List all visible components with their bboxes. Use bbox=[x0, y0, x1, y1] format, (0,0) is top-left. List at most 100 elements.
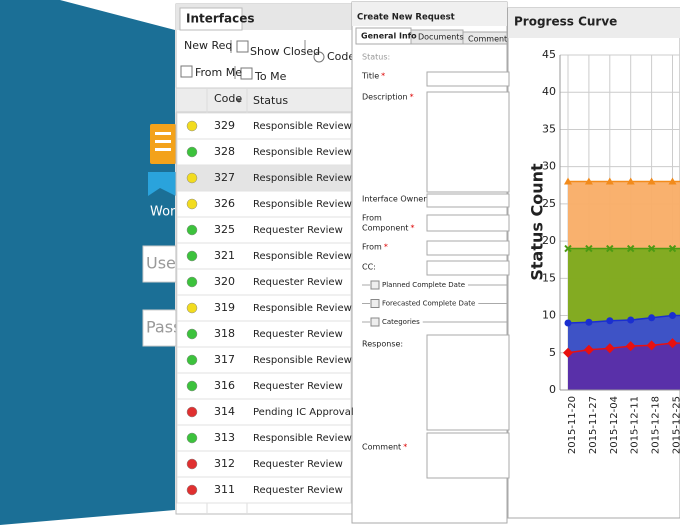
table-row[interactable] bbox=[176, 476, 352, 504]
status-light bbox=[186, 484, 198, 496]
table-row[interactable] bbox=[176, 112, 352, 140]
status-light bbox=[186, 198, 198, 210]
collapse-button[interactable] bbox=[370, 299, 380, 308]
required-mark: * bbox=[381, 72, 385, 81]
status-light bbox=[186, 380, 198, 392]
y-tick-label: 0 bbox=[549, 383, 556, 396]
form-input[interactable] bbox=[426, 193, 510, 208]
form-input[interactable] bbox=[426, 240, 510, 256]
required-mark: * bbox=[384, 243, 388, 252]
point-marker bbox=[668, 177, 677, 185]
form-input[interactable] bbox=[426, 71, 510, 87]
form-tab[interactable]: General Info bbox=[361, 32, 417, 41]
row-status: Requester Review bbox=[253, 459, 343, 470]
app-logo bbox=[148, 124, 176, 196]
form-input[interactable] bbox=[426, 91, 510, 193]
panel-tab[interactable]: Interfaces bbox=[186, 12, 255, 26]
column-header[interactable]: Code bbox=[214, 92, 242, 105]
point-marker bbox=[667, 338, 678, 349]
required-mark: * bbox=[410, 224, 414, 233]
column-header[interactable]: Status bbox=[253, 94, 288, 107]
row-status: Responsible Review bbox=[253, 147, 352, 158]
status-light bbox=[186, 354, 198, 366]
row-status: Requester Review bbox=[253, 277, 343, 288]
required-mark: * bbox=[403, 443, 407, 452]
row-code: 318 bbox=[214, 327, 235, 340]
checkbox-label: From Me bbox=[195, 66, 242, 79]
brand-name: Wor bbox=[150, 205, 176, 220]
row-code: 319 bbox=[214, 301, 235, 314]
sort-arrow[interactable] bbox=[236, 99, 242, 103]
chart-title: Progress Curve bbox=[514, 15, 617, 29]
point-marker bbox=[564, 177, 572, 185]
collapse-button[interactable] bbox=[370, 280, 380, 290]
section-title: Categories bbox=[382, 318, 420, 326]
x-tick-label: 2015-12-11 bbox=[630, 396, 641, 454]
table-row[interactable] bbox=[176, 424, 352, 452]
field-label: Interface Owner bbox=[362, 195, 427, 204]
x-tick-label: 2015-12-04 bbox=[609, 396, 620, 454]
table-row[interactable] bbox=[176, 450, 352, 478]
y-tick-label: 5 bbox=[549, 346, 556, 359]
status-light bbox=[186, 302, 198, 314]
y-tick-label: 45 bbox=[542, 48, 556, 61]
row-code: 311 bbox=[214, 483, 235, 496]
checkbox[interactable] bbox=[236, 40, 249, 53]
point-marker bbox=[669, 312, 676, 320]
row-code: 313 bbox=[214, 431, 235, 444]
collapse-button[interactable] bbox=[370, 317, 380, 327]
form-input[interactable] bbox=[426, 260, 510, 276]
table-row[interactable] bbox=[176, 242, 352, 270]
status-light bbox=[186, 328, 198, 340]
point-marker bbox=[583, 344, 594, 355]
row-status: Requester Review bbox=[253, 485, 343, 496]
y-axis-label: Status Count bbox=[528, 163, 547, 281]
section-title: Planned Complete Date bbox=[382, 281, 465, 289]
login-background bbox=[0, 0, 175, 525]
field-label: Title bbox=[361, 72, 379, 81]
y-tick-label: 30 bbox=[542, 160, 556, 173]
row-status: Responsible Review bbox=[253, 303, 352, 314]
form-input[interactable] bbox=[426, 432, 510, 479]
section-title: Forecasted Complete Date bbox=[382, 300, 475, 308]
table-row[interactable] bbox=[176, 398, 352, 426]
point-marker bbox=[606, 317, 614, 325]
point-marker bbox=[606, 244, 614, 253]
table-row[interactable] bbox=[176, 294, 352, 322]
row-status: Requester Review bbox=[253, 225, 343, 236]
row-code: 326 bbox=[214, 197, 235, 210]
table-row[interactable] bbox=[176, 138, 352, 166]
form-tab[interactable]: Comments bbox=[468, 35, 511, 44]
row-code: 325 bbox=[214, 223, 235, 236]
form-input[interactable] bbox=[426, 214, 510, 232]
x-tick-label: 2015-12-18 bbox=[651, 396, 662, 454]
table-row[interactable] bbox=[176, 372, 352, 400]
row-code: 316 bbox=[214, 379, 235, 392]
x-tick-label: 2015-12-25 bbox=[672, 396, 680, 454]
table-row[interactable] bbox=[176, 190, 352, 218]
table-row[interactable] bbox=[176, 320, 352, 348]
radio[interactable] bbox=[313, 51, 325, 63]
status-light bbox=[186, 458, 198, 470]
form-input[interactable] bbox=[426, 334, 510, 431]
row-status: Responsible Review bbox=[253, 199, 352, 210]
form-tab[interactable]: Documents bbox=[418, 33, 464, 42]
status-light bbox=[186, 276, 198, 288]
status-light bbox=[186, 406, 198, 418]
row-status: Responsible Review bbox=[253, 173, 352, 184]
point-marker bbox=[605, 177, 614, 185]
row-code: 328 bbox=[214, 145, 235, 158]
required-mark: * bbox=[410, 93, 414, 102]
checkbox[interactable] bbox=[240, 67, 253, 80]
point-marker bbox=[625, 341, 636, 352]
point-marker bbox=[627, 316, 635, 324]
table-row[interactable] bbox=[176, 346, 352, 374]
field-label: Comment bbox=[362, 443, 401, 452]
row-status: Responsible Review bbox=[253, 121, 352, 132]
toolbar-button[interactable]: New Req bbox=[184, 39, 232, 52]
row-code: 314 bbox=[214, 405, 235, 418]
checkbox[interactable] bbox=[180, 65, 193, 78]
point-marker bbox=[585, 318, 593, 326]
y-tick-label: 25 bbox=[542, 197, 556, 210]
